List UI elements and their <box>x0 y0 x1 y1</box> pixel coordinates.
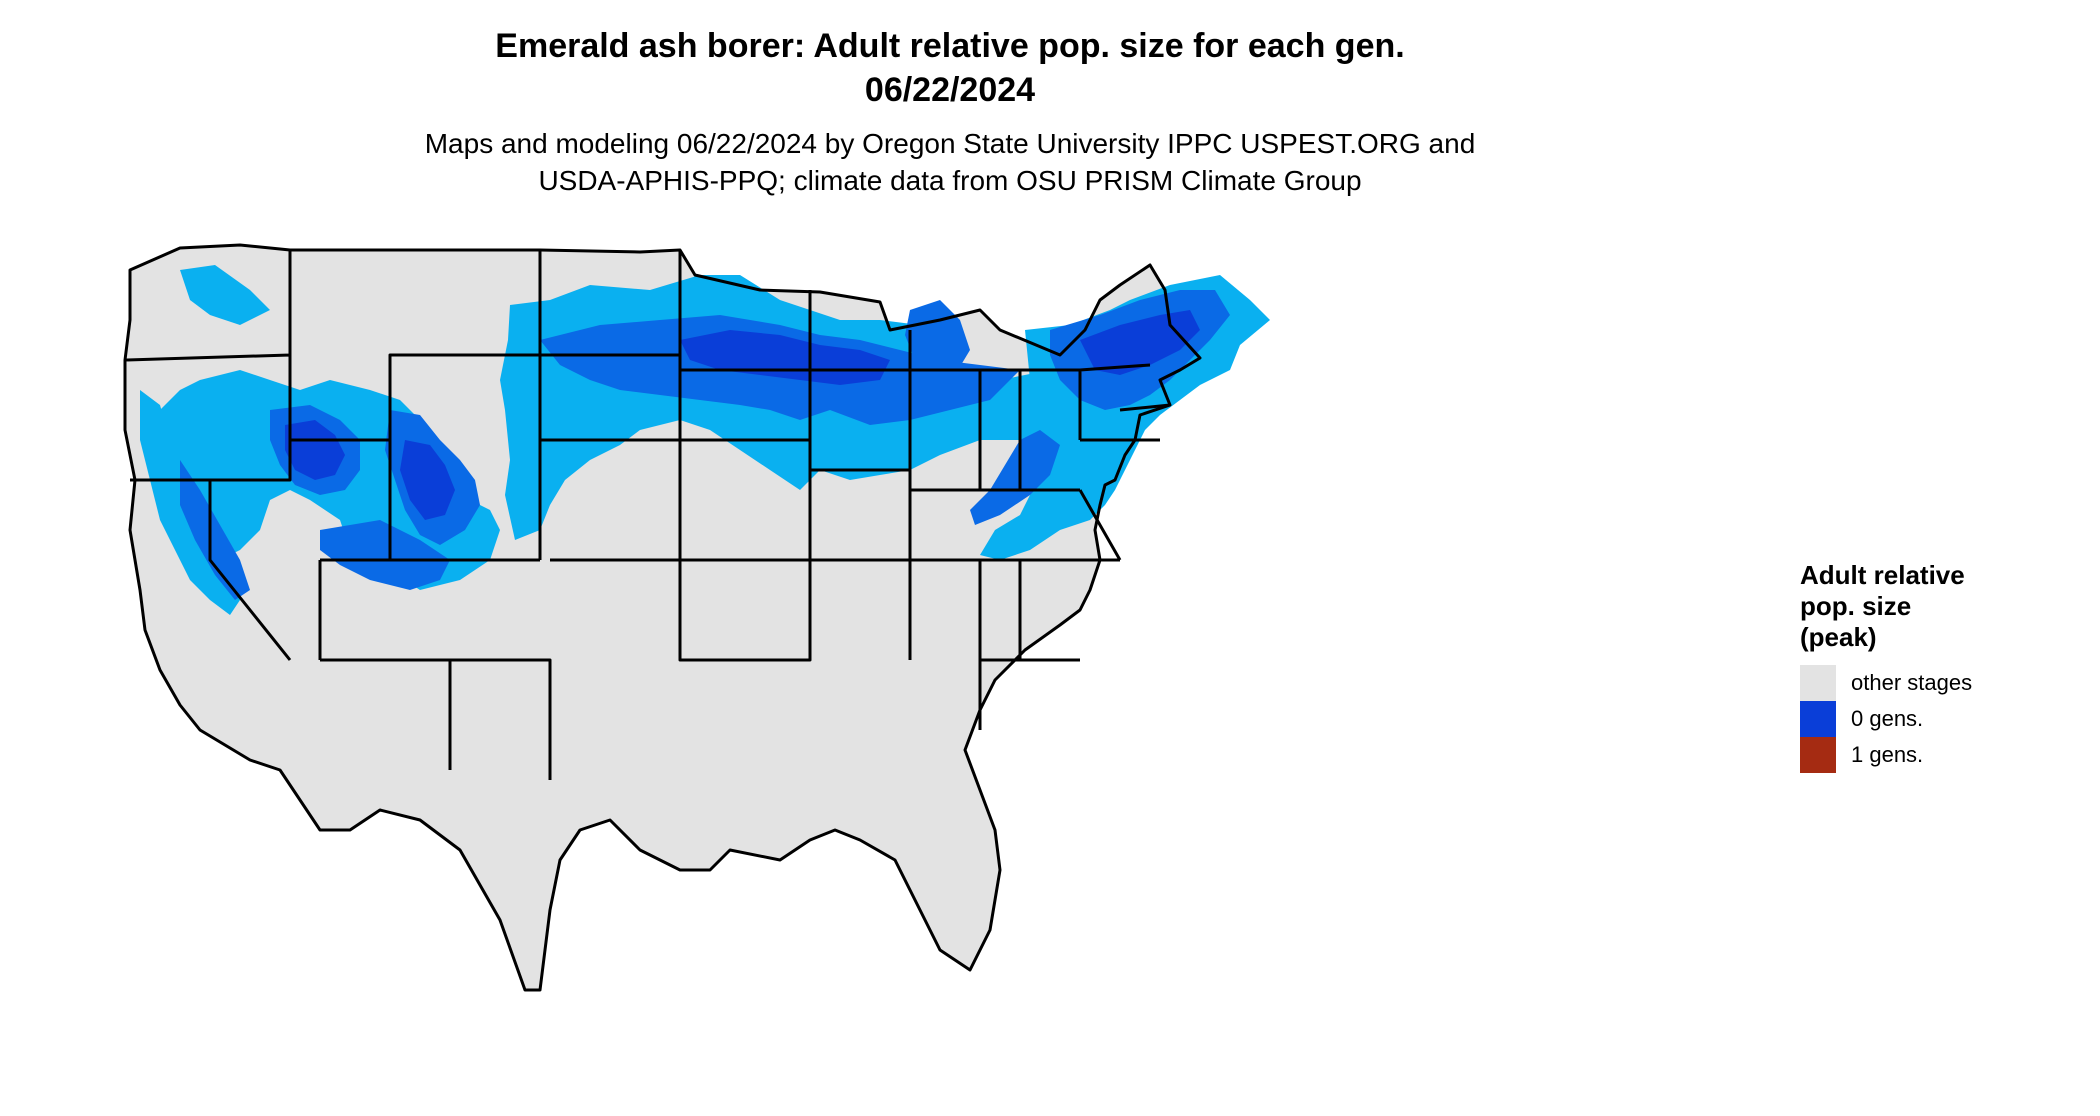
zone-mid-appalachia <box>970 430 1060 525</box>
legend-item-other-stages: other stages <box>1800 665 1972 701</box>
zone-dark-nevada <box>285 420 345 480</box>
conus-outline <box>123 243 1202 992</box>
legend-title-line-2: pop. size <box>1800 591 1912 621</box>
legend-item-0-gens: 0 gens. <box>1800 701 1972 737</box>
us-map <box>123 243 1270 992</box>
legend-label: 0 gens. <box>1851 706 1924 731</box>
title-line-2: 06/22/2024 <box>864 71 1036 109</box>
legend-swatch <box>1800 737 1836 773</box>
legend-item-1-gens: 1 gens. <box>1800 737 1972 773</box>
zone-mid-southwest-highlands <box>320 520 450 590</box>
state-lines-east <box>910 363 1171 730</box>
legend-title-line-1: Adult relative <box>1800 560 1965 590</box>
legend-label: 1 gens. <box>1851 742 1924 767</box>
legend-label: other stages <box>1851 670 1973 695</box>
state-borders <box>123 243 1202 992</box>
zone-mid-michigan <box>905 300 970 380</box>
zone-light-pacnw <box>180 265 270 325</box>
zone-mid-sierra <box>180 460 250 600</box>
zone-dark-colorado-core <box>400 440 455 520</box>
legend-swatch <box>1800 701 1836 737</box>
subtitle-line-1: Maps and modeling 06/22/2024 by Oregon S… <box>424 128 1476 159</box>
map-legend: Adult relative pop. size (peak) other st… <box>1800 560 1972 773</box>
legend-swatch <box>1800 665 1836 701</box>
title-line-1: Emerald ash borer: Adult relative pop. s… <box>495 27 1405 65</box>
state-lines-west <box>124 250 680 780</box>
legend-title-line-3: (peak) <box>1800 622 1877 652</box>
subtitle-line-2: USDA-APHIS-PPQ; climate data from OSU PR… <box>538 165 1362 196</box>
